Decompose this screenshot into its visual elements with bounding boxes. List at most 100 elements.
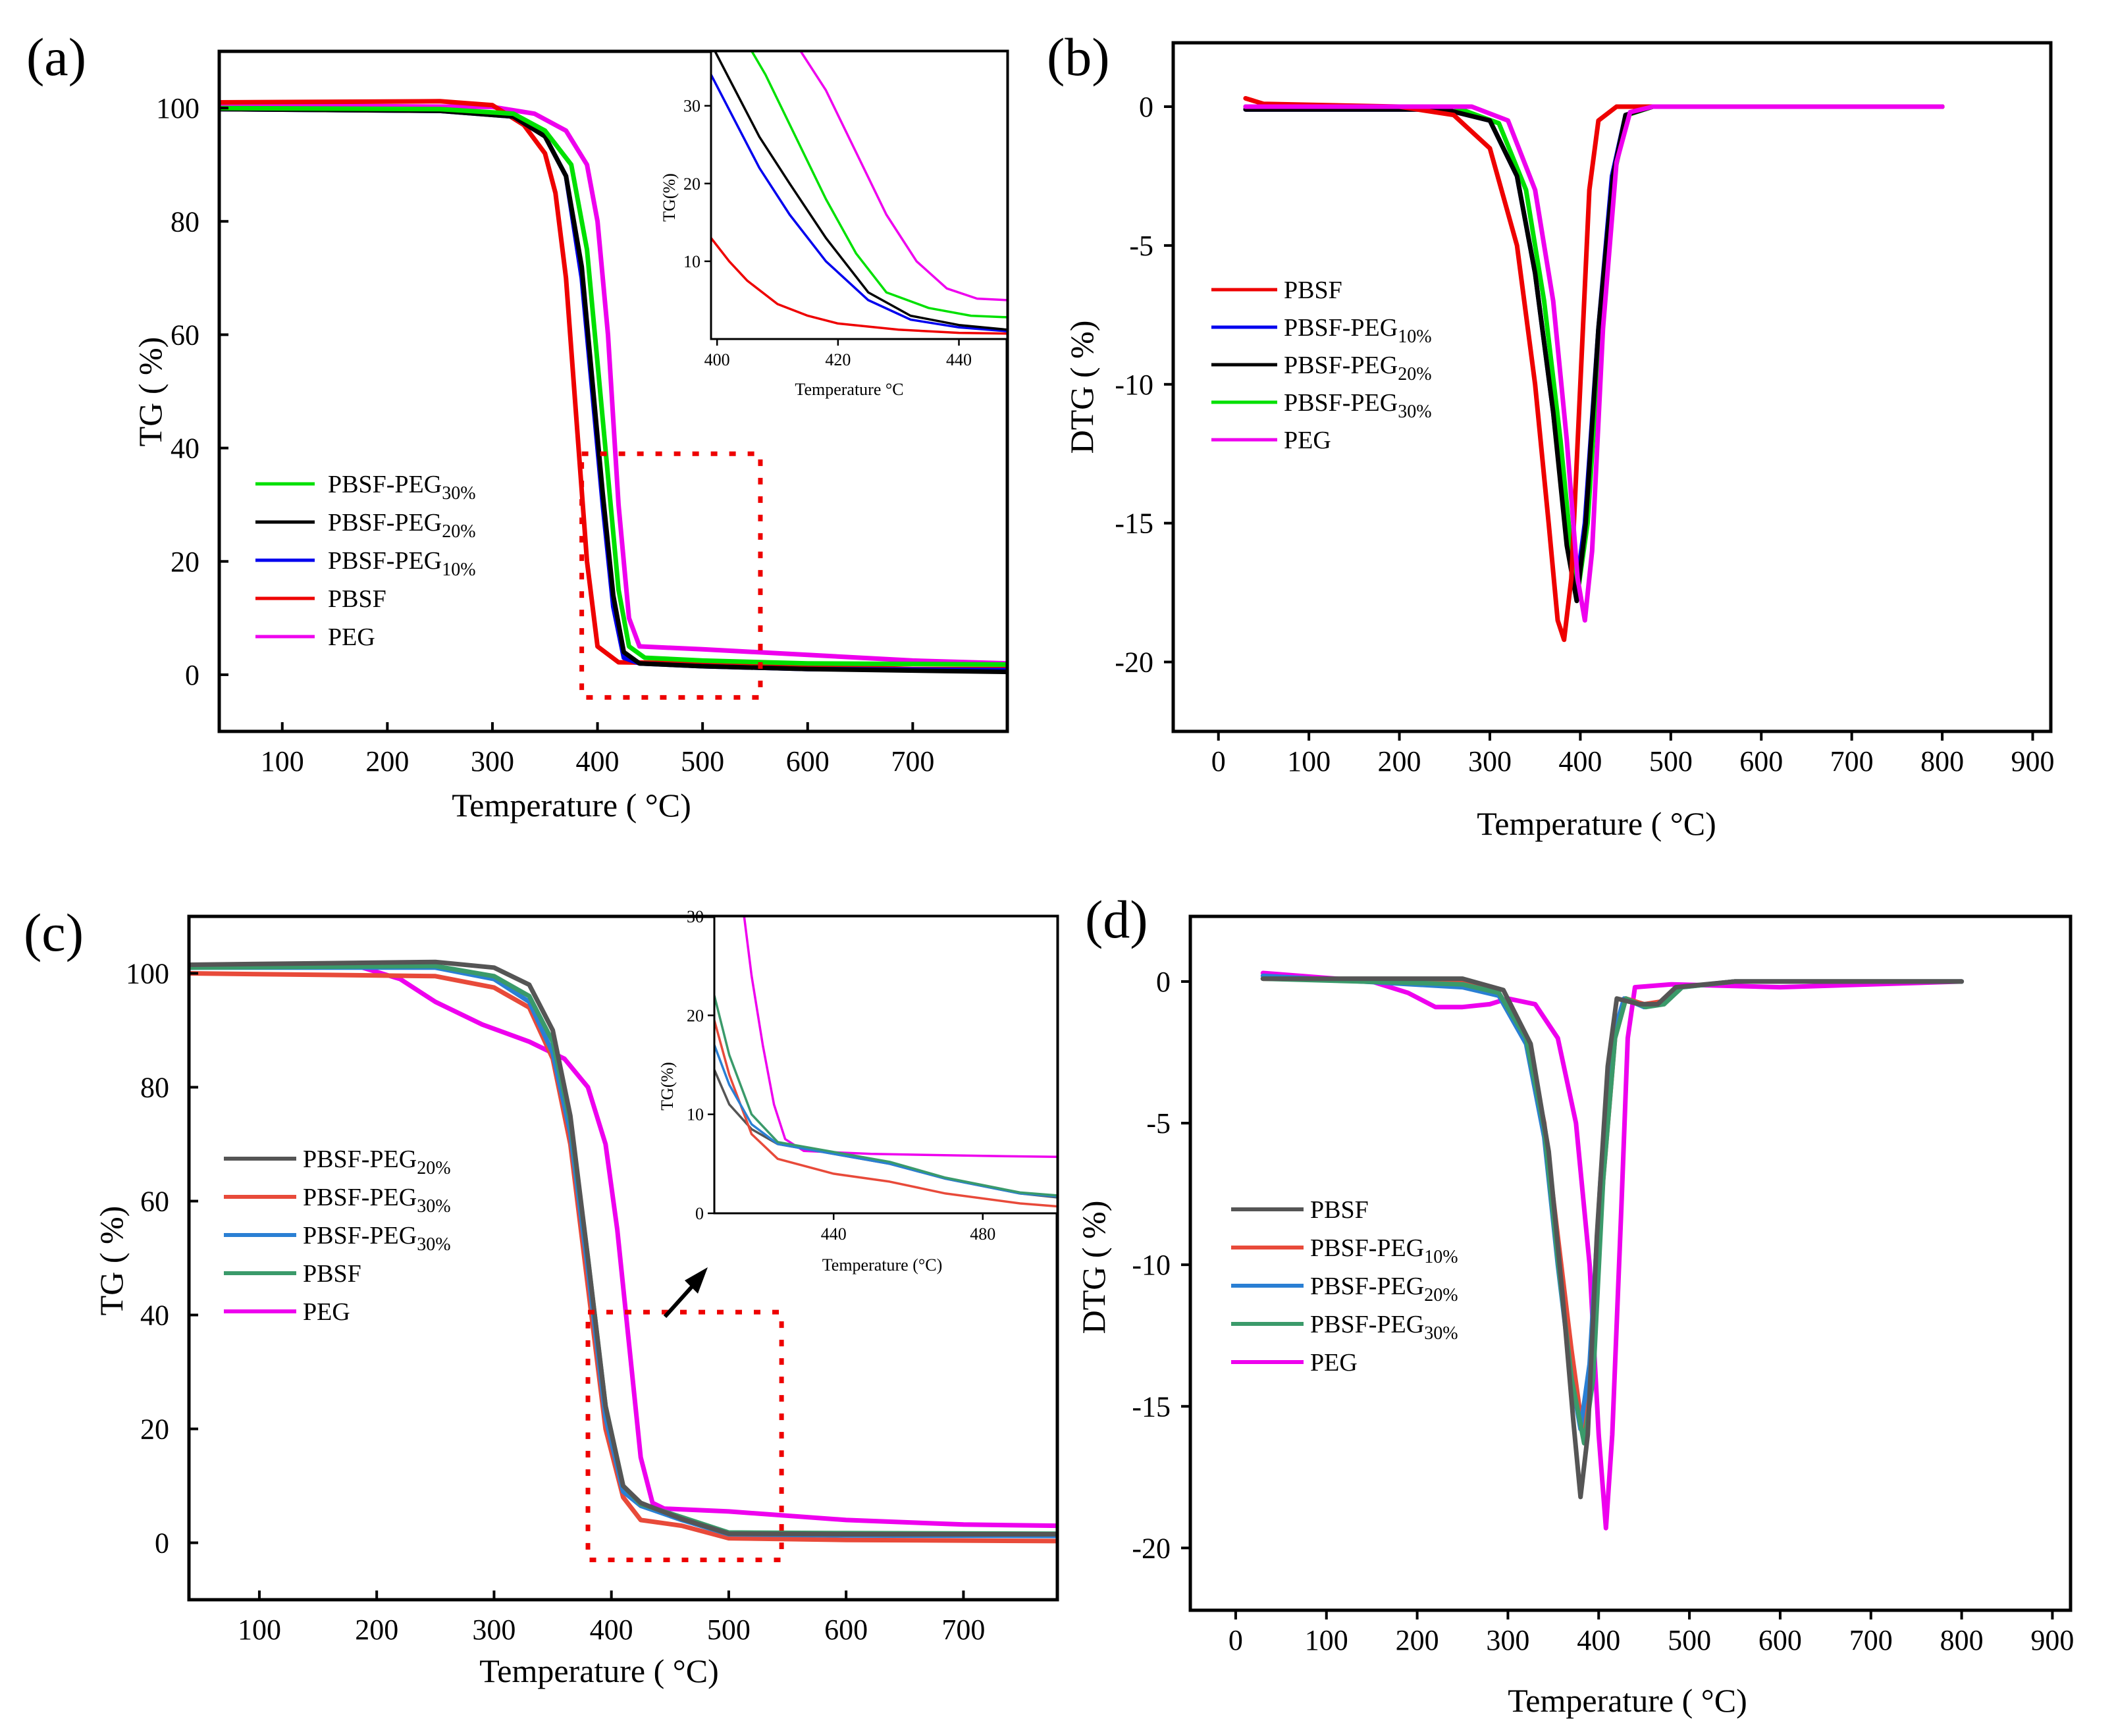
inset-x-tick-label: 480 xyxy=(970,1224,995,1244)
legend: PBSF PBSF-PEG10% PBSF-PEG20% PBSF-PEG30% PEG xyxy=(1231,1196,1458,1377)
inset-frame xyxy=(713,915,1059,1215)
inset-series-line xyxy=(743,916,1057,1159)
series-line-peg xyxy=(1243,104,1945,623)
y-tick-label: -10 xyxy=(1132,1249,1171,1281)
x-tick-label: 900 xyxy=(2030,1624,2074,1656)
plot-area xyxy=(1260,970,1965,1531)
arrow-shaft xyxy=(663,1282,697,1319)
y-tick-label: 40 xyxy=(171,433,199,465)
plot-frame xyxy=(187,914,1059,1602)
x-tick-label: 900 xyxy=(2011,745,2055,777)
inset-plot-area xyxy=(711,51,1007,335)
y-tick-label: 0 xyxy=(1156,966,1171,998)
y-tick-label: -5 xyxy=(1146,1107,1171,1140)
legend-label: PBSF-PEG30% xyxy=(303,1184,451,1217)
legend-label: PBSF xyxy=(303,1260,361,1288)
series-line-peg xyxy=(1260,970,1965,1531)
series-line-pbsf-peg20- xyxy=(189,959,1057,1537)
inset-x-tick-label: 420 xyxy=(825,350,851,369)
inset-y-tick-label: 10 xyxy=(683,252,700,271)
legend-label: PBSF xyxy=(328,585,386,613)
plot-area xyxy=(219,99,1007,675)
legend-label: PBSF-PEG30% xyxy=(328,471,476,504)
legend-label: PBSF xyxy=(1310,1196,1369,1224)
x-axis-title: Temperature ( °C) xyxy=(479,1652,719,1689)
y-axis-title: DTG ( %) xyxy=(1063,321,1100,454)
y-axis-title: TG ( %) xyxy=(132,337,169,447)
x-tick-label: 100 xyxy=(261,745,304,777)
legend-label: PBSF-PEG20% xyxy=(1284,352,1432,384)
x-tick-label: 200 xyxy=(1396,1624,1439,1656)
series-line-pbsf xyxy=(1260,976,1965,1500)
x-tick-label: 300 xyxy=(471,745,514,777)
x-tick-label: 500 xyxy=(1668,1624,1711,1656)
x-axis-title: Temperature ( °C) xyxy=(1477,805,1716,842)
series-line-pbsf-peg30- xyxy=(219,105,1007,667)
legend: PBSF-PEG20% PBSF-PEG30% PBSF-PEG30% PBSF PEG xyxy=(224,1145,451,1326)
y-tick-label: 100 xyxy=(126,958,169,990)
series-line-peg xyxy=(189,962,1057,1529)
legend-label: PBSF-PEG30% xyxy=(1284,389,1432,422)
y-tick-label: 0 xyxy=(1139,91,1153,123)
y-tick-label: -20 xyxy=(1132,1532,1171,1564)
inset-y-tick-label: 30 xyxy=(687,907,704,926)
inset-x-tick-label: 400 xyxy=(704,350,730,369)
arrow-head xyxy=(685,1267,708,1294)
inset-y-axis-title: TG(%) xyxy=(660,173,679,222)
series-line-pbsf xyxy=(1243,95,1945,643)
inset-series-line xyxy=(711,237,1007,335)
x-tick-label: 100 xyxy=(1305,1624,1348,1656)
y-tick-label: -15 xyxy=(1132,1390,1171,1423)
series-line-pbsf-peg30- xyxy=(1260,976,1965,1446)
series-line-peg xyxy=(219,103,1007,666)
y-axis-title: TG ( %) xyxy=(93,1206,130,1316)
x-tick-label: 700 xyxy=(891,745,934,777)
legend-label: PEG xyxy=(303,1298,350,1326)
x-axis-title: Temperature ( °C) xyxy=(452,787,691,824)
y-tick-label: -20 xyxy=(1115,646,1153,679)
y-tick-label: 0 xyxy=(185,659,199,691)
x-tick-label: 800 xyxy=(1920,745,1964,777)
y-tick-label: 80 xyxy=(171,205,199,238)
panel-label-d: (d) xyxy=(1085,889,1148,949)
legend-label: PBSF-PEG10% xyxy=(1310,1234,1458,1267)
x-tick-label: 100 xyxy=(238,1614,281,1646)
legend: PBSF PBSF-PEG10% PBSF-PEG20% PBSF-PEG30% PEG xyxy=(1211,276,1432,454)
x-tick-label: 300 xyxy=(472,1614,515,1646)
x-tick-label: 700 xyxy=(941,1614,985,1646)
x-tick-label: 500 xyxy=(707,1614,751,1646)
zoom-region-box xyxy=(585,1309,784,1562)
inset-x-tick-label: 440 xyxy=(821,1224,847,1244)
y-tick-label: 60 xyxy=(140,1186,169,1218)
legend-label: PBSF-PEG10% xyxy=(1284,314,1432,347)
legend-label: PBSF-PEG30% xyxy=(303,1222,451,1255)
legend-label: PEG xyxy=(1310,1349,1358,1377)
inset-chart: 400 420 440 10 20 30 Temperature °C TG(%) xyxy=(660,50,1009,399)
inset-series-line xyxy=(750,51,1007,319)
x-tick-label: 0 xyxy=(1211,745,1226,777)
inset-plot-area xyxy=(714,916,1057,1208)
inset-series-line xyxy=(714,1020,1057,1208)
y-axis-title: DTG ( %) xyxy=(1075,1201,1112,1334)
legend-label: PBSF-PEG20% xyxy=(1310,1273,1458,1305)
x-tick-label: 700 xyxy=(1849,1624,1893,1656)
x-tick-label: 600 xyxy=(786,745,830,777)
inset-x-axis-title: Temperature °C xyxy=(795,380,903,399)
inset-y-tick-label: 20 xyxy=(687,1006,704,1025)
legend-label: PEG xyxy=(328,623,375,651)
inset-x-tick-label: 440 xyxy=(946,350,972,369)
plot-area xyxy=(1243,95,1945,643)
legend-label: PBSF-PEG30% xyxy=(1310,1311,1458,1344)
x-tick-label: 500 xyxy=(681,745,724,777)
y-tick-label: 80 xyxy=(140,1072,169,1104)
inset-chart: 440 480 0 10 20 30 Temperature (°C) TG(%) xyxy=(658,907,1059,1275)
inset-series-line xyxy=(714,995,1057,1197)
legend-label: PBSF-PEG10% xyxy=(328,547,476,580)
y-tick-label: -10 xyxy=(1115,369,1153,401)
x-tick-label: 200 xyxy=(355,1614,398,1646)
inset-frame xyxy=(710,50,1009,340)
inset-x-axis-title: Temperature (°C) xyxy=(822,1255,943,1275)
inset-y-tick-label: 0 xyxy=(695,1204,704,1223)
